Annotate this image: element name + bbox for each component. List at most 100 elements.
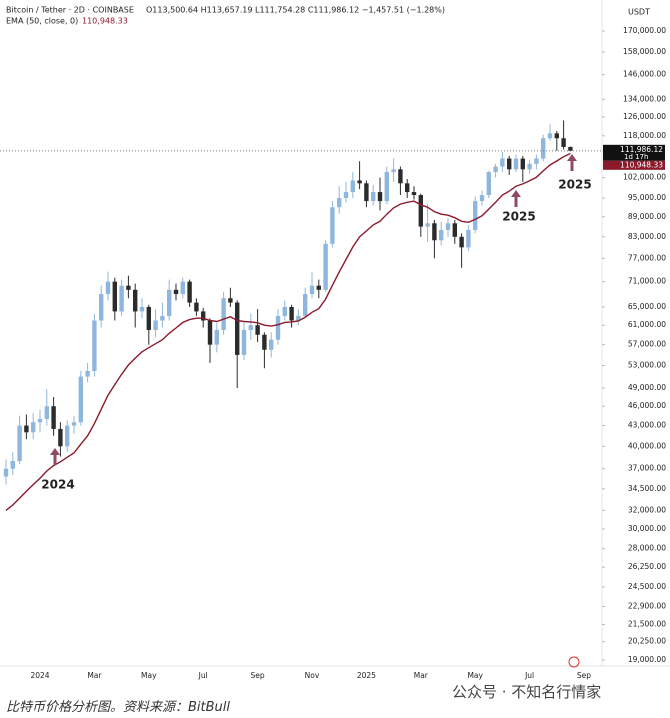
y-tick-label: 134,000.00 xyxy=(623,94,666,103)
x-tick-label: Sep xyxy=(251,671,265,680)
candle-body xyxy=(479,195,485,202)
x-tick-label: Mar xyxy=(414,671,429,680)
price-tag xyxy=(603,144,665,161)
y-tick-label: 57,000.00 xyxy=(628,340,666,349)
candle-body xyxy=(541,138,546,159)
y-tick-label: 43,000.00 xyxy=(628,421,666,430)
candle-body xyxy=(105,281,111,295)
candle-body xyxy=(207,320,213,345)
candle-body xyxy=(255,325,260,335)
candle-body xyxy=(459,236,464,248)
y-tick-label: 71,000.00 xyxy=(628,277,666,286)
chart-header: Bitcoin / Tether · 2D · COINBASE xyxy=(6,6,134,15)
y-tick-label: 20,250.00 xyxy=(628,637,666,646)
x-tick-label: Nov xyxy=(305,671,320,680)
candle-body xyxy=(194,302,199,312)
chart: Bitcoin / Tether · 2D · COINBASE O113,50… xyxy=(0,0,670,680)
candle-body xyxy=(71,422,77,426)
candle-body xyxy=(493,166,498,173)
y-tick-label: 21,500.00 xyxy=(628,620,666,629)
candle-body xyxy=(85,371,90,377)
y-tick-label: 34,500.00 xyxy=(628,484,666,493)
annotation-label: 2025 xyxy=(558,178,591,192)
candle-body xyxy=(221,298,226,330)
ema-tag xyxy=(603,160,665,170)
alert-icon xyxy=(568,656,580,668)
candle-body xyxy=(405,183,410,193)
candle-body xyxy=(507,158,512,170)
x-tick-label: Mar xyxy=(87,671,102,680)
candle-body xyxy=(554,133,559,139)
candle-body xyxy=(37,418,43,423)
candle-body xyxy=(139,306,145,312)
candle-body xyxy=(513,158,519,170)
candle-body xyxy=(466,229,471,248)
annotation-label: 2025 xyxy=(502,210,535,224)
y-tick-label: 83,000.00 xyxy=(628,232,666,241)
candle-body xyxy=(439,229,444,241)
candle-body xyxy=(377,192,383,202)
candle-body xyxy=(520,158,525,170)
candle-body xyxy=(31,422,36,433)
candle-body xyxy=(167,289,172,316)
candle-body xyxy=(534,158,539,164)
candle-body xyxy=(425,223,430,227)
candle-body xyxy=(282,306,287,316)
ema-legend-value: 110,948.33 xyxy=(82,17,128,26)
candle-body xyxy=(112,281,117,312)
y-tick-label: 49,000.00 xyxy=(628,383,666,392)
x-tick-label: Sep xyxy=(577,671,591,680)
candle-body xyxy=(309,285,315,295)
y-tick-label: 102,000.00 xyxy=(623,173,666,182)
candle-body xyxy=(432,223,437,241)
annotation-label: 2024 xyxy=(41,478,74,492)
candle-body xyxy=(160,315,165,321)
candle-body xyxy=(262,334,267,350)
y-tick-label: 26,250.00 xyxy=(628,562,666,571)
countdown-label: 1d 17h xyxy=(624,153,648,161)
y-tick-label: 95,000.00 xyxy=(628,193,666,202)
candle-body xyxy=(10,461,15,469)
candle-body xyxy=(133,289,138,312)
y-tick-label: 65,000.00 xyxy=(628,302,666,311)
y-tick-label: 89,000.00 xyxy=(628,212,666,221)
candle-body xyxy=(316,285,321,290)
candle-body xyxy=(235,302,240,355)
candle-body xyxy=(323,243,328,290)
x-tick-label: 2024 xyxy=(30,671,49,680)
y-tick-label: 61,000.00 xyxy=(628,320,666,329)
candle-body xyxy=(568,146,573,151)
candle-body xyxy=(289,306,294,321)
y-tick-label: 22,900.00 xyxy=(628,601,666,610)
y-unit: USDT xyxy=(628,8,650,17)
candle-body xyxy=(173,289,179,295)
ohlc-text: O113,500.64 H113,657.19 L111,754.28 C111… xyxy=(146,6,445,15)
candle-body xyxy=(44,406,49,419)
annotation-arrow xyxy=(50,448,60,465)
candle-body xyxy=(248,325,253,330)
candle-body xyxy=(24,425,29,433)
y-tick-label: 126,000.00 xyxy=(623,112,666,121)
caption: 比特币价格分析图。资料来源：BitBull xyxy=(6,700,231,715)
candle-body xyxy=(418,195,423,227)
candle-body xyxy=(146,306,151,330)
candle-body xyxy=(398,169,403,184)
candle-body xyxy=(126,285,131,290)
candle-body xyxy=(51,406,56,429)
ema-tag-label: 110,948.33 xyxy=(620,160,663,169)
y-tick-label: 146,000.00 xyxy=(623,70,666,79)
y-tick-label: 30,000.00 xyxy=(628,524,666,533)
x-tick-label: 2025 xyxy=(357,671,376,680)
price-tag-label: 111,986.12 xyxy=(620,145,663,154)
y-tick-label: 46,000.00 xyxy=(628,401,666,410)
x-tick-label: May xyxy=(467,671,483,680)
x-tick-label: Jul xyxy=(198,671,208,680)
candle-body xyxy=(364,183,369,202)
candle-body xyxy=(269,339,274,350)
candle-body xyxy=(445,223,451,230)
candle-body xyxy=(241,329,247,355)
candle-body xyxy=(337,198,342,208)
y-tick-label: 158,000.00 xyxy=(623,47,666,56)
annotation-arrow xyxy=(567,154,577,171)
